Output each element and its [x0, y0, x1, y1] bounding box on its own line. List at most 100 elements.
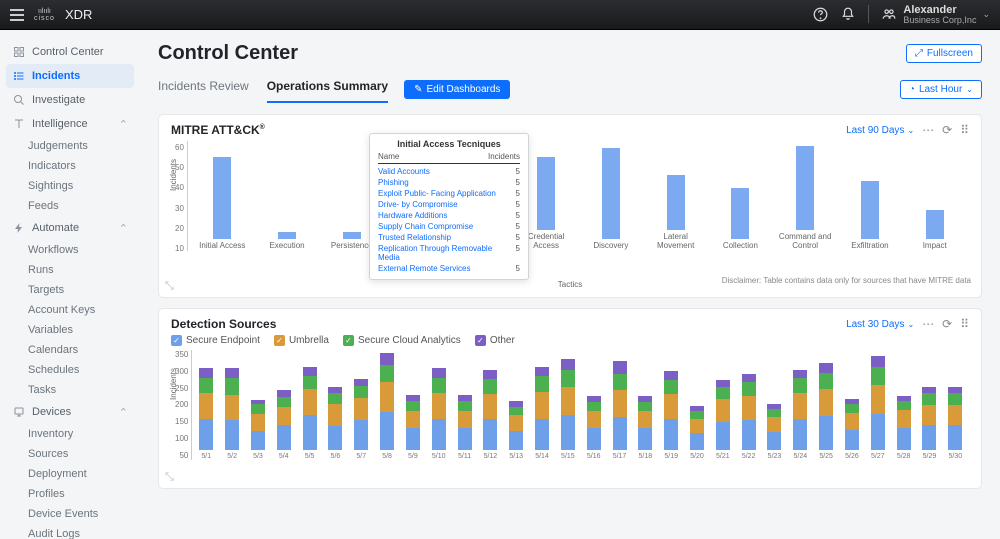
- detection-bar-label: 5/27: [871, 453, 885, 460]
- drag-icon[interactable]: ⠿: [960, 123, 969, 137]
- sidebar-item-sources[interactable]: Sources: [6, 444, 134, 464]
- legend-item[interactable]: ✓Other: [475, 335, 515, 346]
- popover-row[interactable]: External Remote Services5: [378, 263, 520, 274]
- mitre-bar[interactable]: Execution: [255, 141, 320, 251]
- fullscreen-button[interactable]: ⤢ Fullscreen: [906, 44, 982, 63]
- detection-bar[interactable]: 5/24: [787, 350, 813, 460]
- sidebar-item-judgements[interactable]: Judgements: [6, 136, 134, 156]
- sidebar-item-audit-logs[interactable]: Audit Logs: [6, 524, 134, 539]
- detection-ylabel: Incidents: [169, 368, 178, 400]
- mitre-bar[interactable]: Initial Access: [190, 141, 255, 251]
- sidebar-item-device-events[interactable]: Device Events: [6, 504, 134, 524]
- detection-bar[interactable]: 5/22: [736, 350, 762, 460]
- detection-bar[interactable]: 5/13: [503, 350, 529, 460]
- mitre-bar[interactable]: Command and Control: [773, 141, 838, 251]
- detection-bar[interactable]: 5/12: [477, 350, 503, 460]
- last-hour-button[interactable]: ◔ Last Hour ⌄: [900, 80, 982, 99]
- mitre-range[interactable]: Last 90 Days ⌄: [846, 125, 914, 136]
- sidebar-item-targets[interactable]: Targets: [6, 280, 134, 300]
- bell-icon[interactable]: [840, 6, 856, 22]
- detection-bar[interactable]: 5/25: [813, 350, 839, 460]
- detection-bar[interactable]: 5/15: [555, 350, 581, 460]
- detection-bar[interactable]: 5/6: [323, 350, 349, 460]
- detection-bar[interactable]: 5/3: [245, 350, 271, 460]
- detection-bar-label: 5/9: [408, 453, 418, 460]
- legend-item[interactable]: ✓Secure Cloud Analytics: [343, 335, 461, 346]
- popover-row[interactable]: Supply Chain Compromise5: [378, 221, 520, 232]
- popover-row[interactable]: Exploit Public- Facing Application5: [378, 188, 520, 199]
- sidebar-item-tasks[interactable]: Tasks: [6, 380, 134, 400]
- sidebar-item-calendars[interactable]: Calendars: [6, 340, 134, 360]
- detection-bar[interactable]: 5/5: [297, 350, 323, 460]
- legend-item[interactable]: ✓Umbrella: [274, 335, 329, 346]
- popover-row[interactable]: Replication Through Removable Media5: [378, 243, 520, 263]
- popover-row[interactable]: Drive- by Compromise5: [378, 199, 520, 210]
- detection-bar[interactable]: 5/9: [400, 350, 426, 460]
- menu-icon[interactable]: [10, 9, 24, 21]
- detection-bar[interactable]: 5/1: [193, 350, 219, 460]
- sidebar-group-intelligence[interactable]: Intelligence⌃: [6, 112, 134, 136]
- sidebar-item-feeds[interactable]: Feeds: [6, 196, 134, 216]
- sidebar-item-deployment[interactable]: Deployment: [6, 464, 134, 484]
- user-menu[interactable]: Alexander Business Corp,Inc ⌄: [881, 4, 990, 26]
- mitre-bar[interactable]: Discovery: [579, 141, 644, 251]
- detection-bar[interactable]: 5/2: [219, 350, 245, 460]
- popover-row[interactable]: Hardware Additions5: [378, 210, 520, 221]
- drag-icon[interactable]: ⠿: [960, 317, 969, 331]
- sidebar-item-workflows[interactable]: Workflows: [6, 240, 134, 260]
- detection-bar[interactable]: 5/19: [658, 350, 684, 460]
- popover-row[interactable]: Phishing5: [378, 177, 520, 188]
- detection-bar[interactable]: 5/20: [684, 350, 710, 460]
- detection-bar[interactable]: 5/23: [762, 350, 788, 460]
- sidebar-item-account-keys[interactable]: Account Keys: [6, 300, 134, 320]
- sidebar-item-investigate[interactable]: Investigate: [6, 88, 134, 112]
- detection-bar[interactable]: 5/26: [839, 350, 865, 460]
- mitre-bar[interactable]: Impact: [902, 141, 967, 251]
- detection-bar[interactable]: 5/4: [271, 350, 297, 460]
- mitre-bar[interactable]: Exfiltration: [838, 141, 903, 251]
- popover-row[interactable]: Valid Accounts5: [378, 166, 520, 177]
- expand-icon[interactable]: ⤡: [165, 280, 174, 293]
- mitre-bar[interactable]: Collection: [708, 141, 773, 251]
- sidebar-item-variables[interactable]: Variables: [6, 320, 134, 340]
- popover-row[interactable]: Trusted Relationship5: [378, 232, 520, 243]
- more-icon[interactable]: ⋯: [922, 317, 934, 331]
- detection-bar[interactable]: 5/30: [942, 350, 968, 460]
- edit-dashboards-button[interactable]: ✎ Edit Dashboards: [404, 80, 510, 99]
- tab-incidents-review[interactable]: Incidents Review: [158, 75, 249, 103]
- detection-bar[interactable]: 5/11: [452, 350, 478, 460]
- detection-bar[interactable]: 5/28: [891, 350, 917, 460]
- sidebar-item-schedules[interactable]: Schedules: [6, 360, 134, 380]
- sidebar-item-incidents[interactable]: Incidents: [6, 64, 134, 88]
- more-icon[interactable]: ⋯: [922, 123, 934, 137]
- detection-bar[interactable]: 5/7: [348, 350, 374, 460]
- mitre-bar[interactable]: Lateral Movement: [643, 141, 708, 251]
- sidebar-group-devices[interactable]: Devices⌃: [6, 400, 134, 424]
- detection-bar[interactable]: 5/17: [607, 350, 633, 460]
- legend-item[interactable]: ✓Secure Endpoint: [171, 335, 260, 346]
- tab-operations-summary[interactable]: Operations Summary: [267, 75, 388, 103]
- detection-range[interactable]: Last 30 Days ⌄: [846, 319, 914, 330]
- detection-bar-label: 5/15: [561, 453, 575, 460]
- detection-bar[interactable]: 5/10: [426, 350, 452, 460]
- detection-bar[interactable]: 5/8: [374, 350, 400, 460]
- detection-bar[interactable]: 5/27: [865, 350, 891, 460]
- sidebar-group-automate[interactable]: Automate⌃: [6, 216, 134, 240]
- detection-bar-label: 5/1: [201, 453, 211, 460]
- expand-icon[interactable]: ⤡: [165, 471, 174, 484]
- sidebar-item-profiles[interactable]: Profiles: [6, 484, 134, 504]
- refresh-icon[interactable]: ⟳: [942, 317, 952, 331]
- sidebar-item-runs[interactable]: Runs: [6, 260, 134, 280]
- help-icon[interactable]: [812, 6, 828, 22]
- detection-bar[interactable]: 5/21: [710, 350, 736, 460]
- detection-bar[interactable]: 5/29: [917, 350, 943, 460]
- legend-label: Umbrella: [289, 335, 329, 346]
- detection-bar[interactable]: 5/18: [632, 350, 658, 460]
- sidebar-item-sightings[interactable]: Sightings: [6, 176, 134, 196]
- sidebar-item-inventory[interactable]: Inventory: [6, 424, 134, 444]
- detection-bar[interactable]: 5/16: [581, 350, 607, 460]
- sidebar-item-control-center[interactable]: Control Center: [6, 40, 134, 64]
- sidebar-item-indicators[interactable]: Indicators: [6, 156, 134, 176]
- refresh-icon[interactable]: ⟳: [942, 123, 952, 137]
- detection-bar[interactable]: 5/14: [529, 350, 555, 460]
